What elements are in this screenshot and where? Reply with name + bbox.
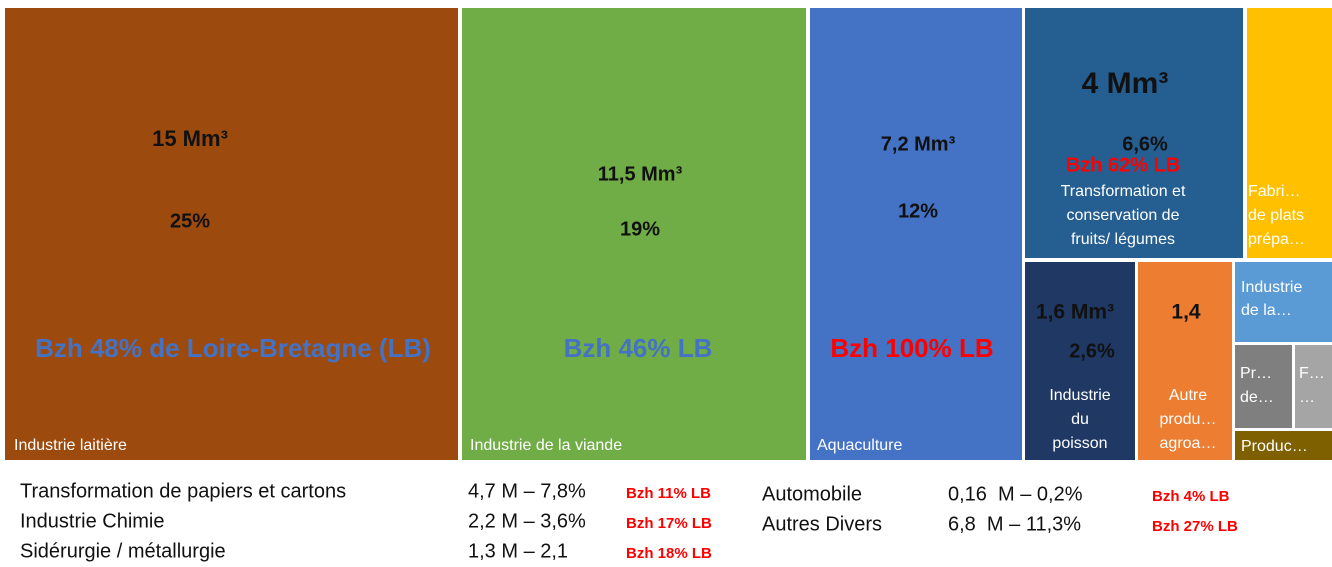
tile-note: Bzh 62% LB <box>1066 154 1180 176</box>
other-name: Sidérurgie / métallurgie <box>20 540 226 562</box>
other-note: Bzh 27% LB <box>1152 518 1238 535</box>
tile <box>810 8 1022 460</box>
tile <box>1025 8 1243 258</box>
tile <box>1235 431 1332 460</box>
tile-label: Industrie <box>1049 387 1110 404</box>
tile-label: prépa… <box>1248 231 1305 248</box>
tile-note: Bzh 48% de Loire-Bretagne (LB) <box>35 333 431 363</box>
tile-label: … <box>1299 389 1315 406</box>
other-amount: 1,3 M – 2,1 <box>468 540 568 562</box>
tile-label: Industrie <box>1241 279 1302 296</box>
other-note: Bzh 4% LB <box>1152 488 1230 505</box>
tile <box>1235 345 1292 428</box>
other-note: Bzh 18% LB <box>626 545 712 562</box>
tile-value-label: 11,5 Mm³ <box>598 163 683 185</box>
tile-share-label: 6,6% <box>1122 133 1168 155</box>
other-name: Transformation de papiers et cartons <box>20 480 346 502</box>
other-name: Autres Divers <box>762 513 882 535</box>
tile <box>1295 345 1332 428</box>
tile-label: Fabri… <box>1248 183 1300 200</box>
other-note: Bzh 17% LB <box>626 515 712 532</box>
tile-label: Pr… <box>1240 365 1272 382</box>
tile-label: de plats <box>1248 207 1304 224</box>
tile-label: Industrie laitière <box>14 437 127 454</box>
tile-share-label: 19% <box>620 218 660 240</box>
tile <box>1025 262 1135 460</box>
tile-label: produ… <box>1160 411 1217 428</box>
tile-value-label: 15 Mm³ <box>152 126 228 151</box>
tile-note: Bzh 46% LB <box>564 333 713 363</box>
tile-label: conservation de <box>1067 207 1180 224</box>
other-amount: 6,8 M – 11,3% <box>948 513 1081 535</box>
tile-share-label: 12% <box>898 200 938 222</box>
other-note: Bzh 11% LB <box>626 485 711 502</box>
other-name: Automobile <box>762 483 862 505</box>
tile-value-label: 1,6 Mm³ <box>1036 301 1114 324</box>
tile-label: Aquaculture <box>817 437 902 454</box>
tile-label: Transformation et <box>1061 183 1186 200</box>
tile-note: Bzh 100% LB <box>830 333 993 363</box>
other-amount: 4,7 M – 7,8% <box>468 480 586 502</box>
tile-share-label: 25% <box>170 210 210 232</box>
tile-label: agroa… <box>1160 435 1217 452</box>
tile <box>5 8 458 460</box>
tile-label: du <box>1071 411 1089 428</box>
tile-label: poisson <box>1052 435 1107 452</box>
tile <box>1247 8 1332 258</box>
other-amount: 0,16 M – 0,2% <box>948 483 1083 505</box>
tile-label: de la… <box>1241 302 1292 319</box>
tile-label: Industrie de la viande <box>470 437 622 454</box>
tile <box>1235 262 1332 342</box>
tile-label: F… <box>1299 365 1325 382</box>
tile-value-label: 7,2 Mm³ <box>881 133 956 155</box>
other-name: Industrie Chimie <box>20 510 165 532</box>
tile <box>1138 262 1232 460</box>
other-amount: 2,2 M – 3,6% <box>468 510 586 532</box>
tile-label: fruits/ légumes <box>1071 231 1175 248</box>
tile-share-label: 2,6% <box>1069 340 1115 362</box>
tile-value-label: 1,4 <box>1171 301 1201 324</box>
tile-label: Produc… <box>1241 438 1308 455</box>
tile-value-label: 4 Mm³ <box>1082 67 1169 100</box>
tile <box>462 8 806 460</box>
tile-label: de… <box>1240 389 1274 406</box>
tile-label: Autre <box>1169 387 1207 404</box>
